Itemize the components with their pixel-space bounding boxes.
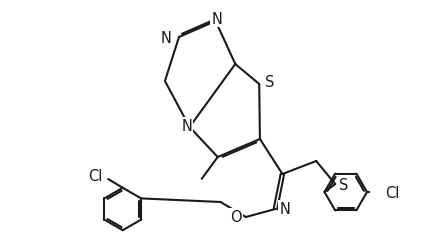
Text: Cl: Cl: [88, 168, 102, 183]
Text: O: O: [230, 210, 241, 225]
Text: N: N: [161, 30, 172, 45]
Text: S: S: [265, 74, 274, 89]
Text: S: S: [339, 177, 348, 192]
Text: N: N: [181, 119, 192, 134]
Text: Cl: Cl: [385, 185, 400, 200]
Text: N: N: [280, 202, 291, 217]
Text: N: N: [212, 12, 223, 26]
